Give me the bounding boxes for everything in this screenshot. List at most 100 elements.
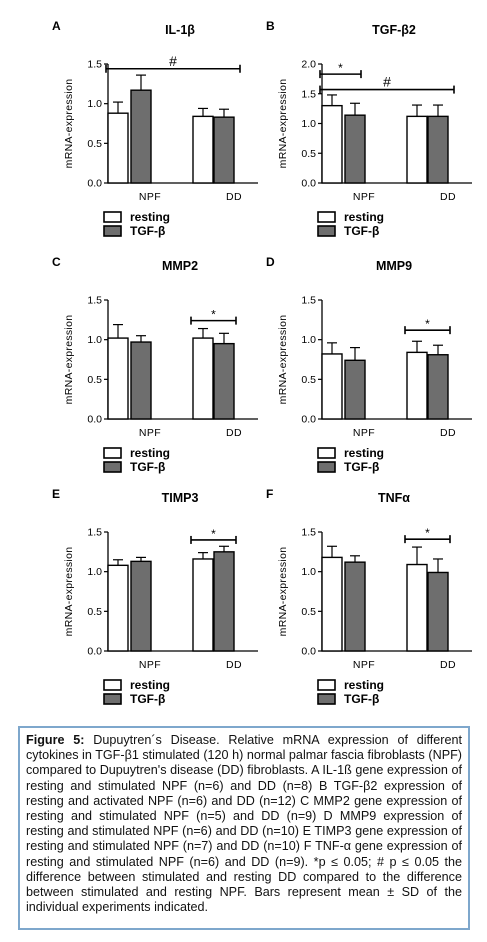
legend-label: resting xyxy=(344,210,384,224)
legend-label: resting xyxy=(130,678,170,692)
y-tick-label: 1.0 xyxy=(87,334,102,346)
bar-resting-dd xyxy=(192,337,214,420)
bar-tgf-npf xyxy=(130,341,152,420)
chart-title: MMP2 xyxy=(162,259,198,273)
significance-label: * xyxy=(425,526,430,540)
y-tick-label: 0.0 xyxy=(87,646,102,658)
bar-resting-npf xyxy=(107,337,129,420)
y-tick-label: 1.0 xyxy=(301,566,316,578)
significance-label: * xyxy=(338,61,343,75)
y-tick-label: 1.5 xyxy=(87,527,102,539)
chart-title: TGF-β2 xyxy=(372,23,416,37)
bar-resting-dd xyxy=(406,563,428,652)
x-tick-label: NPF xyxy=(353,191,375,203)
bar-tgf-dd xyxy=(427,354,449,420)
legend-swatch xyxy=(103,693,122,705)
panel-letter: C xyxy=(52,255,61,269)
legend-label: resting xyxy=(130,446,170,460)
caption-lead: Figure 5: xyxy=(26,733,85,747)
significance-label: * xyxy=(425,317,430,331)
x-tick-label: DD xyxy=(440,427,456,439)
x-tick-label: DD xyxy=(226,659,242,671)
figure-caption: Figure 5: Dupuytren´s Disease. Relative … xyxy=(18,726,470,930)
y-tick-label: 1.0 xyxy=(87,566,102,578)
legend-label: resting xyxy=(130,210,170,224)
y-tick-label: 1.5 xyxy=(301,88,316,100)
y-axis-label: mRNA-expression xyxy=(63,547,75,637)
bar-resting-npf xyxy=(321,556,343,652)
bar-tgf-npf xyxy=(130,89,152,184)
y-tick-label: 1.5 xyxy=(301,527,316,539)
panel-b: B TGF-β2 mRNA-expression 0.0 0.5 1.0 1.5 2.0 NPF… xyxy=(266,18,487,253)
x-tick-label: NPF xyxy=(353,427,375,439)
x-tick-label: DD xyxy=(226,191,242,203)
panel-e: E TIMP3 mRNA-expression 0.0 0.5 1.0 1.5 NPF DD * r… xyxy=(52,486,288,721)
legend-label: resting xyxy=(344,678,384,692)
bar-tgf-dd xyxy=(427,571,449,652)
y-axis-label: mRNA-expression xyxy=(277,79,289,169)
significance-label: * xyxy=(211,527,216,541)
y-tick-label: 1.5 xyxy=(87,295,102,307)
y-axis-label: mRNA-expression xyxy=(63,315,75,405)
bar-tgf-dd xyxy=(213,342,235,420)
y-axis-label: mRNA-expression xyxy=(277,547,289,637)
chart-svg: A IL-1β mRNA-expression 0.0 0.5 1.0 1.5 NPF DD # r… xyxy=(52,19,258,238)
y-tick-label: 1.0 xyxy=(87,98,102,110)
legend-swatch xyxy=(317,211,336,223)
chart-svg: B TGF-β2 mRNA-expression 0.0 0.5 1.0 1.5 2.0 NPF… xyxy=(266,19,472,238)
bar-tgf-dd xyxy=(213,116,235,184)
chart-svg: C MMP2 mRNA-expression 0.0 0.5 1.0 1.5 NPF DD * re… xyxy=(52,255,258,474)
chart-title: TIMP3 xyxy=(162,491,199,505)
bar-resting-npf xyxy=(107,564,129,652)
chart-title: MMP9 xyxy=(376,259,412,273)
legend-label: TGF-β xyxy=(344,224,379,238)
legend-label: TGF-β xyxy=(130,224,165,238)
x-tick-label: DD xyxy=(440,659,456,671)
y-tick-label: 0.0 xyxy=(87,178,102,190)
x-tick-label: DD xyxy=(226,427,242,439)
figure-panels: A IL-1β mRNA-expression 0.0 0.5 1.0 1.5 NPF DD # r… xyxy=(52,18,487,721)
x-tick-label: NPF xyxy=(353,659,375,671)
significance-label: # xyxy=(383,74,391,90)
legend-swatch xyxy=(317,679,336,691)
legend-swatch xyxy=(103,679,122,691)
bar-tgf-npf xyxy=(344,114,366,184)
bar-resting-dd xyxy=(192,558,214,652)
y-axis-label: mRNA-expression xyxy=(63,79,75,169)
chart-title: IL-1β xyxy=(165,23,195,37)
chart-title: TNFα xyxy=(378,491,410,505)
legend-label: TGF-β xyxy=(130,692,165,706)
legend-swatch xyxy=(317,461,336,473)
legend-swatch xyxy=(317,225,336,237)
bar-resting-npf xyxy=(321,104,343,184)
legend-swatch xyxy=(317,447,336,459)
legend-swatch xyxy=(103,211,122,223)
y-tick-label: 1.5 xyxy=(301,295,316,307)
bar-tgf-npf xyxy=(344,561,366,652)
panel-a: A IL-1β mRNA-expression 0.0 0.5 1.0 1.5 NPF DD # r… xyxy=(52,18,288,253)
chart-svg: F TNFα mRNA-expression 0.0 0.5 1.0 1.5 NPF DD * re… xyxy=(266,487,472,706)
panel-letter: A xyxy=(52,19,61,33)
legend-label: TGF-β xyxy=(130,460,165,474)
y-tick-label: 0.5 xyxy=(87,606,102,618)
y-tick-label: 0.5 xyxy=(87,138,102,150)
y-tick-label: 0.5 xyxy=(301,374,316,386)
x-tick-label: DD xyxy=(440,191,456,203)
panel-d: D MMP9 mRNA-expression 0.0 0.5 1.0 1.5 NPF DD * re… xyxy=(266,254,487,489)
legend-swatch xyxy=(317,693,336,705)
legend-label: resting xyxy=(344,446,384,460)
significance-label: # xyxy=(169,53,177,69)
y-tick-label: 0.0 xyxy=(87,414,102,426)
bar-tgf-dd xyxy=(427,115,449,184)
panel-letter: B xyxy=(266,19,275,33)
y-tick-label: 0.0 xyxy=(301,414,316,426)
x-tick-label: NPF xyxy=(139,427,161,439)
legend-swatch xyxy=(103,461,122,473)
panel-c: C MMP2 mRNA-expression 0.0 0.5 1.0 1.5 NPF DD * re… xyxy=(52,254,288,489)
panel-letter: E xyxy=(52,487,60,501)
chart-svg: D MMP9 mRNA-expression 0.0 0.5 1.0 1.5 NPF DD * re… xyxy=(266,255,472,474)
legend-label: TGF-β xyxy=(344,692,379,706)
y-tick-label: 0.0 xyxy=(301,178,316,190)
legend-swatch xyxy=(103,225,122,237)
y-tick-label: 1.5 xyxy=(87,59,102,71)
